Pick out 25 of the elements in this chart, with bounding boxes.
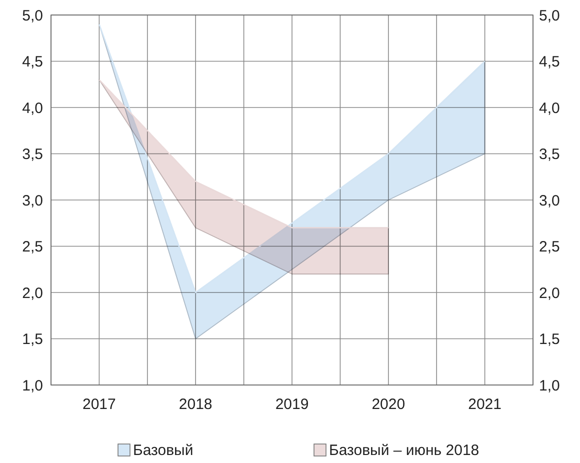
y-tick-label: 3,0 <box>22 192 43 210</box>
y-tick-label: 1,0 <box>22 377 43 394</box>
legend-label: Базовый <box>133 442 194 459</box>
y2-tick-label: 3,0 <box>539 192 560 210</box>
y2-tick-label: 5,0 <box>539 7 560 24</box>
y-tick-label: 5,0 <box>22 7 43 24</box>
y-tick-label: 4,0 <box>22 100 43 117</box>
y-tick-label: 3,5 <box>22 146 43 163</box>
legend-label: Базовый – июнь 2018 <box>329 442 480 459</box>
y-tick-label: 4,5 <box>22 54 43 70</box>
y2-tick-label: 4,0 <box>539 100 560 117</box>
y2-tick-label: 2,0 <box>539 284 560 302</box>
y2-tick-label: 1,5 <box>539 331 560 348</box>
y2-tick-label: 1,0 <box>539 377 560 394</box>
y2-tick-label: 3,5 <box>539 146 560 163</box>
x-tick-label: 2018 <box>178 396 212 413</box>
x-tick-label: 2021 <box>468 396 502 413</box>
y2-tick-label: 4,5 <box>539 54 560 70</box>
x-tick-label: 2020 <box>372 396 406 413</box>
x-tick-label: 2017 <box>82 396 116 413</box>
y2-tick-label: 2,5 <box>539 238 560 256</box>
y-tick-label: 2,0 <box>22 284 43 302</box>
x-tick-label: 2019 <box>275 396 309 413</box>
y-tick-label: 2,5 <box>22 238 43 256</box>
y-tick-label: 1,5 <box>22 331 43 348</box>
